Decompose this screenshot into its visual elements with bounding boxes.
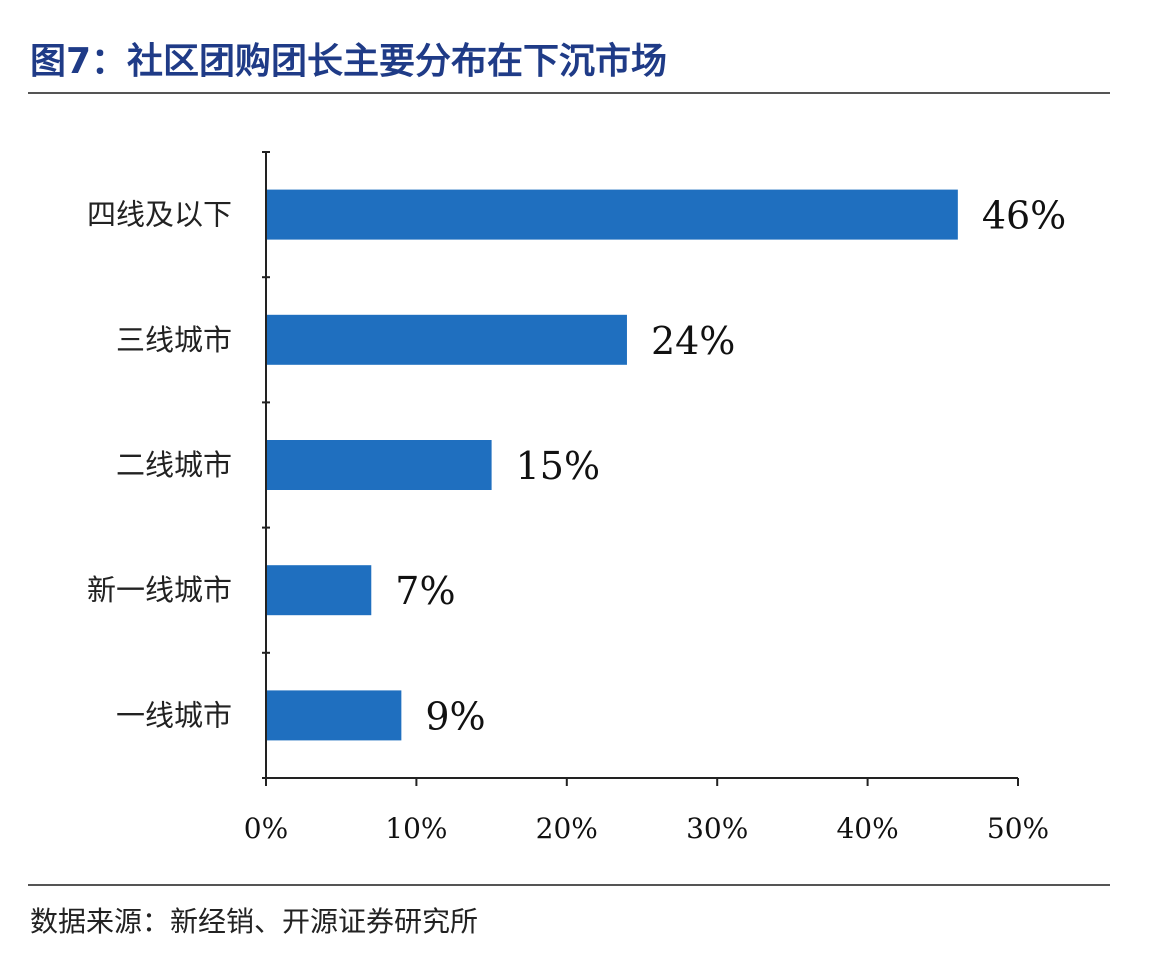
chart-title: 图7：社区团购团长主要分布在下沉市场 (30, 41, 668, 82)
x-tick-label: 0% (244, 812, 288, 845)
source-note: 数据来源：新经销、开源证券研究所 (30, 905, 479, 938)
chart-axes: 0% 10% 20% 30% 40% 50% (244, 151, 1049, 845)
bar (267, 189, 958, 240)
value-label: 15% (516, 444, 600, 488)
x-tick-label: 40% (836, 812, 898, 845)
category-label: 四线及以下 (87, 198, 232, 232)
category-label: 三线城市 (116, 323, 232, 357)
chart-labels: 四线及以下 46% 三线城市 24% 二线城市 15% 新一线城市 7% 一线城市 9% (87, 194, 1066, 739)
bar (267, 690, 402, 741)
chart-bars (267, 189, 958, 741)
title-divider (28, 92, 1110, 94)
value-label: 7% (395, 569, 455, 613)
x-tick-label: 30% (686, 812, 748, 845)
source-divider (28, 884, 1110, 886)
bar (267, 440, 492, 490)
x-tick-label: 50% (987, 812, 1049, 845)
bar (267, 314, 627, 365)
value-label: 46% (982, 194, 1066, 238)
bar (267, 565, 372, 616)
category-label: 二线城市 (116, 448, 232, 482)
x-tick-label: 20% (536, 812, 598, 845)
value-label: 9% (425, 694, 485, 738)
value-label: 24% (651, 319, 735, 363)
category-label: 一线城市 (116, 698, 232, 732)
x-tick-label: 10% (385, 812, 447, 845)
category-label: 新一线城市 (87, 573, 232, 607)
